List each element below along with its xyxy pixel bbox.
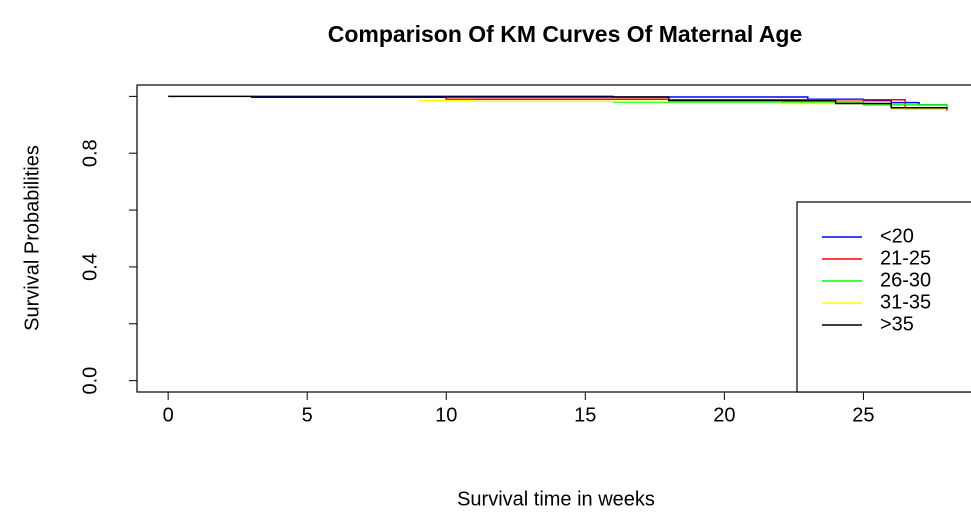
chart-title: Comparison Of KM Curves Of Maternal Age <box>328 21 803 47</box>
x-tick-label: 5 <box>302 404 313 426</box>
y-axis-label: Survival Probabilities <box>21 145 43 331</box>
legend-label: 26-30 <box>880 269 931 291</box>
x-axis-label: Survival time in weeks <box>457 488 655 510</box>
x-tick-label: 15 <box>574 404 596 426</box>
legend-label: >35 <box>880 313 914 335</box>
legend-label: <20 <box>880 225 914 247</box>
legend-box <box>796 201 971 393</box>
y-tick-label: 0.0 <box>79 367 101 395</box>
km-curve <box>168 95 948 110</box>
y-tick-label: 0.8 <box>79 139 101 167</box>
x-tick-label: 10 <box>435 404 457 426</box>
x-tick-label: 25 <box>852 404 874 426</box>
plot-frame <box>136 84 971 393</box>
x-tick-label: 20 <box>713 404 735 426</box>
legend-label: 21-25 <box>880 247 931 269</box>
legend-label: 31-35 <box>880 291 931 313</box>
x-tick-label: 0 <box>163 404 174 426</box>
y-tick-label: 0.4 <box>79 253 101 281</box>
